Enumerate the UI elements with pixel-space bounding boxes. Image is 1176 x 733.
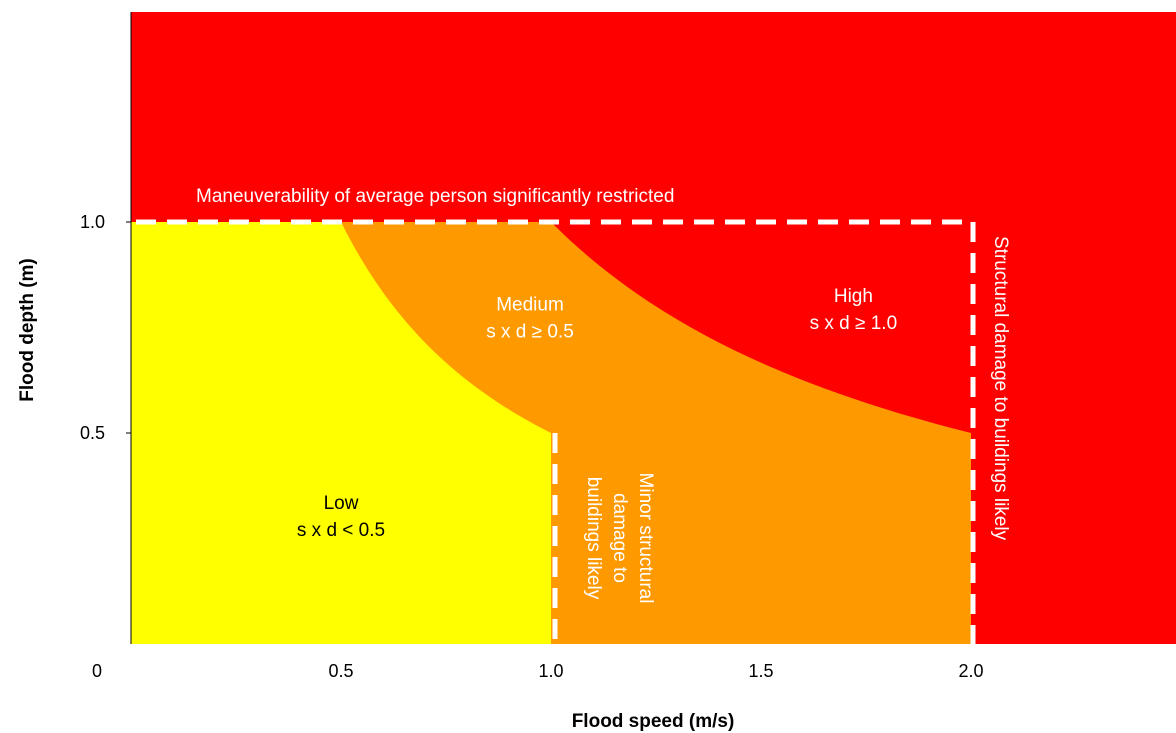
high-zone-name: High — [834, 286, 873, 307]
y-axis-ticks: 0.5 1.0 — [80, 212, 131, 443]
x-tick-label-3: 2.0 — [958, 661, 983, 681]
maneuverability-annotation: Maneuverability of average person signif… — [196, 186, 674, 207]
x-tick-label-2: 1.5 — [748, 661, 773, 681]
structural-damage-annotation: Structural damage to buildings likely — [990, 236, 1011, 541]
low-zone-area — [131, 222, 551, 644]
x-tick-label-0: 0.5 — [328, 661, 353, 681]
x-axis-title: Flood speed (m/s) — [572, 711, 735, 732]
y-tick-label-1: 1.0 — [80, 212, 105, 232]
minor-damage-annotation-line-2: damage to — [609, 493, 630, 583]
medium-zone-name: Medium — [496, 295, 564, 316]
origin-tick-label: 0 — [92, 661, 102, 681]
high-zone-formula: s x d ≥ 1.0 — [810, 313, 898, 334]
y-axis-title: Flood depth (m) — [17, 258, 38, 402]
x-axis-ticks: 0.5 1.0 1.5 2.0 — [328, 661, 983, 681]
y-tick-label-0: 0.5 — [80, 423, 105, 443]
medium-zone-formula: s x d ≥ 0.5 — [486, 322, 574, 343]
minor-damage-annotation-line-1: Minor structural — [635, 473, 656, 604]
minor-damage-annotation-line-3: buildings likely — [583, 477, 604, 600]
low-zone-name: Low — [324, 493, 359, 514]
x-tick-label-1: 1.0 — [538, 661, 563, 681]
low-zone-formula: s x d < 0.5 — [297, 520, 385, 541]
